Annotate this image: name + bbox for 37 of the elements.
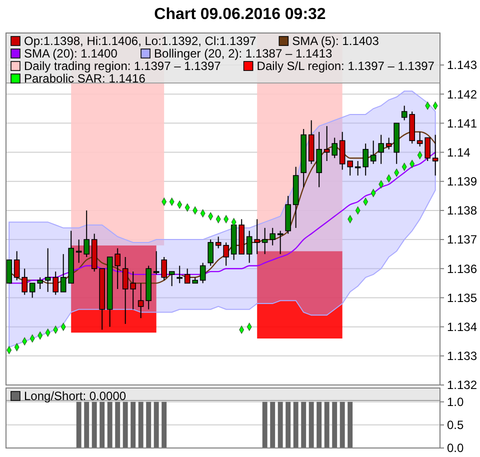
- candlestick: [22, 268, 28, 296]
- candlestick: [432, 134, 438, 176]
- candlestick: [6, 260, 12, 284]
- y-tick-label: 1.132: [447, 378, 478, 392]
- candlestick: [168, 271, 175, 287]
- candlestick: [122, 256, 128, 324]
- legend-label: Long/Short: 0.0000: [24, 389, 126, 403]
- y-tick-label: 1.136: [447, 262, 478, 276]
- candlestick: [277, 230, 284, 255]
- candlestick: [130, 271, 136, 310]
- legend-label: SMA (20): 1.1400: [24, 46, 118, 60]
- legend-label: Daily S/L region: 1.1397 – 1.1397: [256, 59, 435, 73]
- candlestick: [176, 265, 182, 284]
- y-tick-label: 1.133: [447, 349, 478, 364]
- y-tick-label: 1.0: [447, 395, 464, 410]
- chart-title: Chart 09.06.2016 09:32: [154, 6, 326, 23]
- candlestick: [208, 239, 214, 266]
- y-tick-label: 1.141: [447, 116, 478, 130]
- candlestick: [378, 134, 384, 164]
- y-tick-label: 1.142: [447, 87, 478, 102]
- y-tick-label: 0.0: [447, 441, 464, 456]
- candlestick: [14, 250, 20, 281]
- candlestick: [370, 140, 376, 164]
- y-tick-label: 1.137: [447, 232, 478, 247]
- y-tick-label: 1.14: [447, 145, 471, 160]
- legend-label: Parabolic SAR: 1.1416: [24, 72, 146, 86]
- candlestick: [200, 262, 206, 284]
- y-tick-label: 1.138: [447, 204, 478, 218]
- y-tick-label: 0.5: [447, 418, 464, 432]
- legend-label: Daily trading region: 1.1397 – 1.1397: [24, 59, 222, 73]
- legend-label: Bollinger (20, 2): 1.1387 – 1.1413: [154, 46, 332, 60]
- y-tick-label: 1.135: [447, 290, 478, 305]
- y-tick-label: 1.143: [447, 58, 478, 72]
- y-tick-label: 1.134: [447, 320, 478, 334]
- legend-label: Op:1.1398, Hi:1.1406, Lo:1.1392, Cl:1.1397: [24, 34, 256, 48]
- y-tick-label: 1.139: [447, 174, 478, 189]
- legend-label: SMA (5): 1.1403: [292, 34, 380, 48]
